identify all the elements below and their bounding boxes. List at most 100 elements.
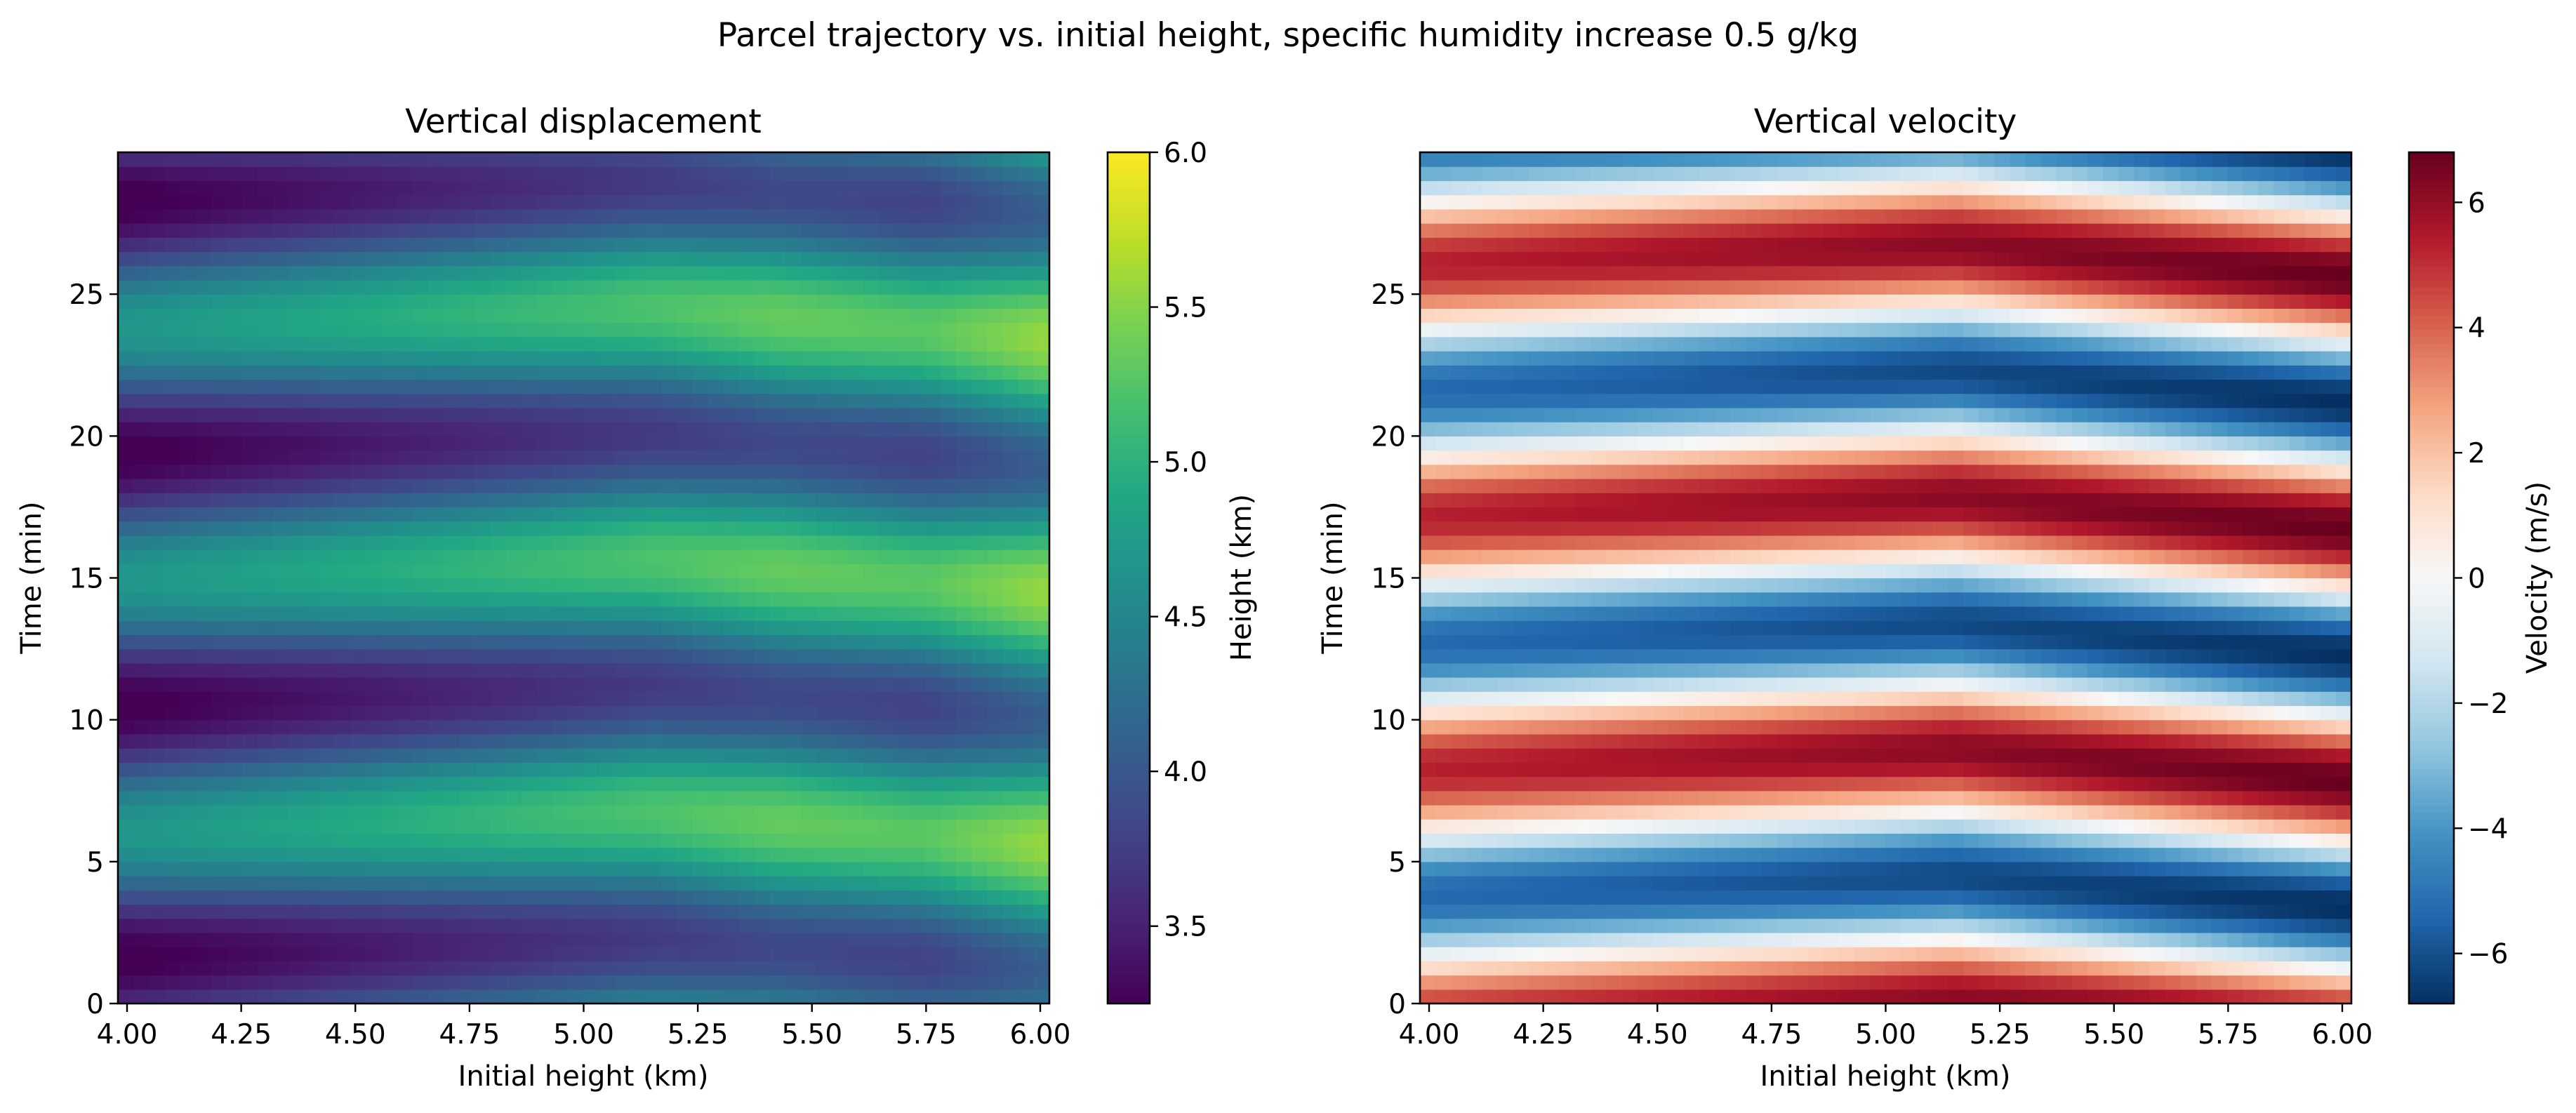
- heatmap-cell: [832, 265, 849, 281]
- heatmap-cell: [273, 535, 289, 550]
- heatmap-cell: [459, 166, 476, 182]
- heatmap-cell: [350, 662, 367, 678]
- heatmap-cell: [738, 776, 755, 792]
- heatmap-cell: [614, 308, 631, 324]
- heatmap-cell: [413, 251, 429, 267]
- heatmap-cell: [987, 223, 1004, 238]
- heatmap-cell: [1497, 648, 1514, 664]
- heatmap-cell: [941, 804, 957, 820]
- heatmap-cell: [490, 407, 507, 422]
- heatmap-cell: [630, 265, 646, 281]
- heatmap-cell: [226, 833, 243, 848]
- heatmap-cell: [1652, 422, 1669, 436]
- heatmap-cell: [1621, 804, 1638, 820]
- heatmap-cell: [241, 422, 258, 436]
- heatmap-cell: [847, 279, 864, 295]
- heatmap-cell: [894, 365, 910, 380]
- heatmap-cell: [568, 237, 585, 253]
- heatmap-cell: [677, 521, 693, 536]
- heatmap-cell: [474, 265, 491, 281]
- heatmap-cell: [1699, 351, 1715, 366]
- heatmap-cell: [1699, 436, 1715, 451]
- heatmap-cell: [692, 592, 709, 607]
- heatmap-cell: [801, 705, 817, 721]
- colorbar-step: [1108, 407, 1150, 415]
- heatmap-cell: [180, 351, 197, 366]
- heatmap-cell: [164, 436, 181, 451]
- heatmap-cell: [211, 989, 227, 1004]
- heatmap-cell: [537, 436, 553, 451]
- heatmap-cell: [118, 379, 134, 394]
- heatmap-cell: [1668, 464, 1685, 479]
- heatmap-cell: [801, 564, 817, 579]
- heatmap-cell: [816, 265, 832, 281]
- heatmap-cell: [677, 535, 693, 550]
- heatmap-cell: [677, 890, 693, 905]
- heatmap-cell: [241, 748, 258, 763]
- heatmap-cell: [366, 549, 383, 564]
- heatmap-cell: [1513, 606, 1529, 621]
- heatmap-cell: [1637, 947, 1654, 961]
- heatmap-cell: [1621, 379, 1638, 394]
- heatmap-cell: [1621, 436, 1638, 451]
- heatmap-cell: [583, 180, 600, 196]
- heatmap-cell: [987, 592, 1004, 607]
- heatmap-cell: [801, 535, 817, 550]
- heatmap-cell: [987, 876, 1004, 891]
- heatmap-cell: [1420, 861, 1436, 877]
- heatmap-cell: [645, 422, 662, 436]
- heatmap-cell: [459, 194, 476, 210]
- heatmap-cell: [319, 578, 336, 593]
- heatmap-cell: [599, 379, 616, 394]
- heatmap-cell: [909, 804, 926, 820]
- heatmap-cell: [273, 705, 289, 721]
- heatmap-cell: [1621, 748, 1638, 763]
- heatmap-cell: [273, 251, 289, 267]
- heatmap-cell: [645, 294, 662, 309]
- heatmap-cell: [1591, 208, 1607, 224]
- heatmap-cell: [847, 691, 864, 707]
- heatmap-cell: [537, 507, 553, 522]
- heatmap-cell: [878, 194, 895, 210]
- heatmap-cell: [1482, 407, 1499, 422]
- heatmap-cell: [816, 833, 832, 848]
- heatmap-cell: [677, 648, 693, 664]
- heatmap-cell: [878, 733, 895, 749]
- heatmap-cell: [1560, 194, 1576, 210]
- heatmap-cell: [723, 194, 740, 210]
- heatmap-cell: [1002, 194, 1019, 210]
- heatmap-cell: [1451, 677, 1467, 692]
- heatmap-cell: [164, 351, 181, 366]
- heatmap-cell: [1637, 194, 1654, 210]
- heatmap-cell: [1033, 493, 1050, 508]
- heatmap-cell: [1621, 989, 1638, 1004]
- heatmap-cell: [180, 975, 197, 990]
- heatmap-cell: [816, 507, 832, 522]
- heatmap-cell: [723, 237, 740, 253]
- heatmap-cell: [738, 507, 755, 522]
- displacement-colorbar-frame: [1106, 151, 1151, 1005]
- heatmap-cell: [258, 904, 274, 919]
- heatmap-cell: [381, 351, 398, 366]
- heatmap-cell: [1606, 564, 1623, 579]
- heatmap-cell: [180, 294, 197, 309]
- heatmap-cell: [413, 265, 429, 281]
- heatmap-cell: [195, 776, 212, 792]
- heatmap-cell: [692, 762, 709, 778]
- heatmap-cell: [754, 279, 771, 295]
- heatmap-cell: [350, 166, 367, 182]
- heatmap-cell: [1637, 819, 1654, 834]
- heatmap-cell: [444, 790, 460, 806]
- heatmap-cell: [801, 336, 817, 352]
- heatmap-cell: [1528, 208, 1545, 224]
- heatmap-cell: [505, 379, 522, 394]
- heatmap-cell: [583, 719, 600, 735]
- heatmap-cell: [273, 549, 289, 564]
- heatmap-cell: [428, 478, 445, 493]
- heatmap-cell: [847, 251, 864, 267]
- heatmap-cell: [288, 279, 305, 295]
- heatmap-cell: [1513, 152, 1529, 167]
- heatmap-cell: [459, 790, 476, 806]
- heatmap-cell: [1033, 223, 1050, 238]
- colorbar-step: [1108, 790, 1150, 799]
